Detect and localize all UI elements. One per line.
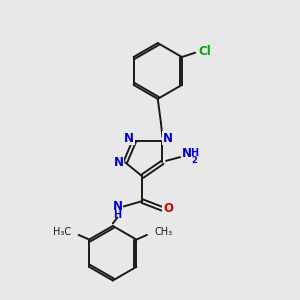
Text: H: H	[113, 210, 122, 220]
Text: N: N	[112, 200, 122, 213]
Text: N: N	[163, 132, 173, 145]
Text: CH₃: CH₃	[154, 227, 172, 237]
Text: Cl: Cl	[198, 45, 211, 58]
Text: O: O	[163, 202, 173, 215]
Text: N: N	[124, 132, 134, 145]
Text: N: N	[182, 147, 192, 160]
Text: H₃C: H₃C	[53, 227, 71, 237]
Text: H: H	[190, 148, 198, 158]
Text: 2: 2	[191, 156, 197, 165]
Text: N: N	[113, 156, 123, 169]
